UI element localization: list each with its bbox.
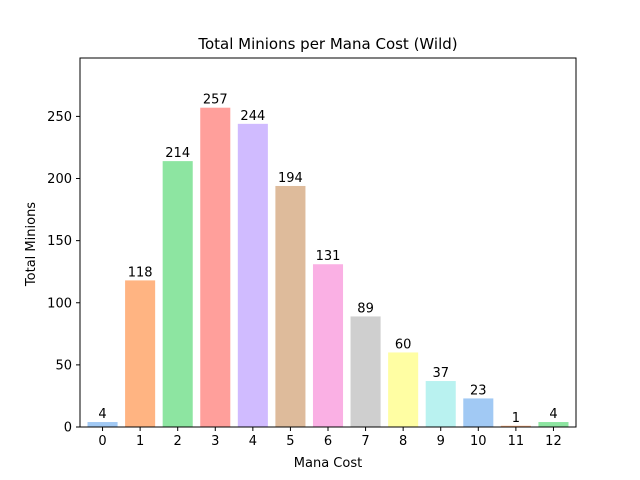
y-tick-label-150: 150 [47,234,72,249]
y-tick-label-200: 200 [47,172,72,187]
bar-12 [538,422,569,427]
x-tick-label-11: 11 [508,434,525,449]
x-tick-label-9: 9 [437,434,445,449]
bar-3 [200,107,231,428]
bar-8 [388,352,419,427]
x-axis: 0 1 2 3 4 5 6 7 8 9 10 11 12 [98,427,562,449]
x-tick-label-4: 4 [249,434,257,449]
data-label-11: 1 [512,411,520,426]
data-label-10: 23 [470,383,487,398]
data-label-4: 244 [240,109,265,124]
data-label-5: 194 [278,171,303,186]
data-label-12: 4 [549,407,557,422]
data-label-1: 118 [128,265,153,280]
x-tick-label-0: 0 [98,434,106,449]
x-tick-label-8: 8 [399,434,407,449]
bar-4 [237,123,268,428]
y-tick-label-0: 0 [64,421,72,436]
x-tick-label-3: 3 [211,434,219,449]
x-tick-label-1: 1 [136,434,144,449]
data-label-6: 131 [316,249,341,264]
bar-0 [87,422,118,427]
chart-title: Total Minions per Mana Cost (Wild) [197,35,457,53]
x-tick-label-2: 2 [174,434,182,449]
data-label-2: 214 [165,146,190,161]
bar-11 [500,425,531,427]
x-axis-label: Mana Cost [294,456,362,471]
y-axis: 0 50 100 150 200 250 [47,110,80,436]
bar-6 [312,264,344,427]
x-tick-label-6: 6 [324,434,332,449]
y-tick-label-100: 100 [47,296,72,311]
data-label-3: 257 [203,93,228,108]
x-tick-label-7: 7 [361,434,369,449]
data-label-0: 4 [98,407,106,422]
bar-10 [463,398,494,427]
data-label-7: 89 [357,301,374,316]
bars-group [87,107,569,428]
bar-7 [350,316,381,427]
plot-frame [79,57,577,428]
data-labels-group: 4 118 214 257 244 194 131 89 60 37 23 1 4 [98,93,557,426]
x-tick-label-5: 5 [286,434,294,449]
y-tick-label-250: 250 [47,110,72,125]
y-tick-label-50: 50 [55,358,72,373]
bar-1 [125,280,156,427]
x-tick-label-12: 12 [545,434,562,449]
data-label-9: 37 [432,366,449,381]
bar-5 [275,185,306,427]
bar-9 [425,381,456,427]
bar-2 [162,161,193,427]
y-axis-label: Total Minions [24,202,39,287]
data-label-8: 60 [395,337,412,352]
x-tick-label-10: 10 [470,434,487,449]
